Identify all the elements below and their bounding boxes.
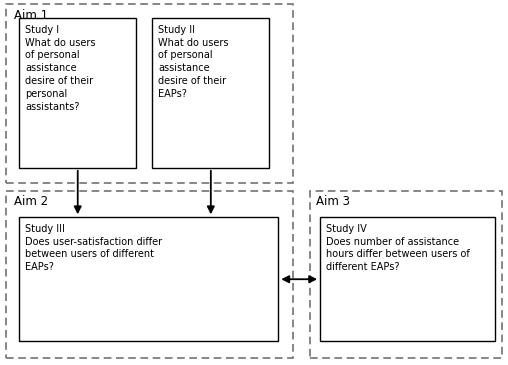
- Text: Aim 2: Aim 2: [14, 195, 48, 208]
- Text: Aim 1: Aim 1: [14, 9, 48, 22]
- Bar: [152, 18, 269, 168]
- Text: Study I
What do users
of personal
assistance
desire of their
personal
assistants: Study I What do users of personal assist…: [25, 25, 96, 112]
- Text: Study II
What do users
of personal
assistance
desire of their
EAPs?: Study II What do users of personal assis…: [158, 25, 229, 99]
- Bar: [19, 217, 278, 341]
- Bar: [6, 191, 293, 358]
- Bar: [19, 18, 136, 168]
- Text: Study III
Does user-satisfaction differ
between users of different
EAPs?: Study III Does user-satisfaction differ …: [25, 224, 163, 272]
- Text: Aim 3: Aim 3: [316, 195, 350, 208]
- Bar: [310, 191, 502, 358]
- Text: Study IV
Does number of assistance
hours differ between users of
different EAPs?: Study IV Does number of assistance hours…: [326, 224, 470, 272]
- Bar: [6, 4, 293, 182]
- Bar: [320, 217, 495, 341]
